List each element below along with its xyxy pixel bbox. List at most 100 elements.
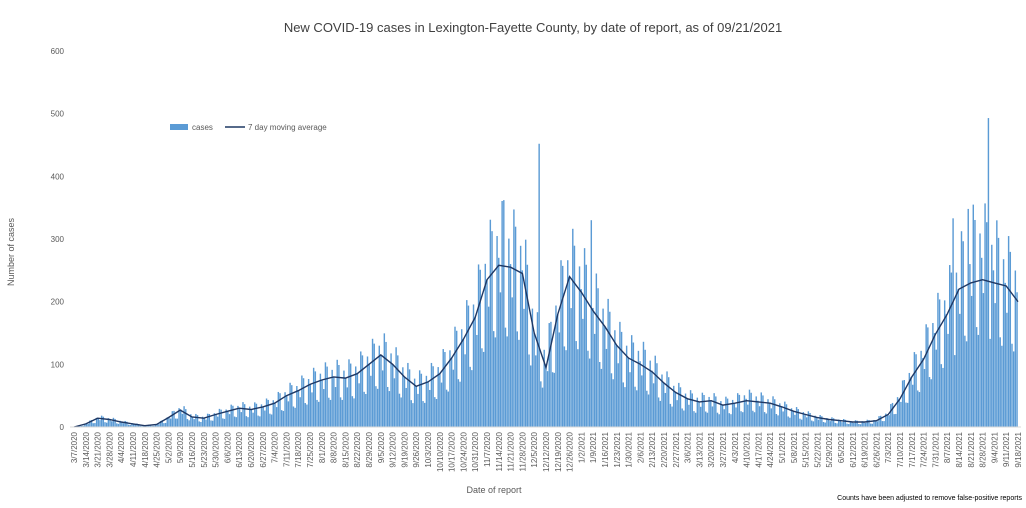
case-bar	[906, 402, 909, 427]
case-bar	[306, 404, 308, 427]
x-tick-label: 3/28/2020	[105, 431, 114, 467]
case-bar	[886, 414, 889, 427]
case-bar	[955, 272, 958, 427]
case-bar	[455, 330, 458, 427]
case-bar	[521, 270, 524, 427]
case-bar	[516, 331, 518, 427]
case-bar	[681, 408, 683, 427]
case-bar	[615, 345, 618, 427]
case-bar	[750, 392, 752, 427]
case-bar	[949, 265, 951, 427]
case-bar	[647, 394, 650, 427]
case-bar	[301, 375, 303, 427]
case-bar	[105, 422, 108, 427]
case-bar	[277, 391, 280, 427]
case-bar	[80, 425, 83, 427]
case-bar	[843, 419, 845, 427]
case-bar	[450, 358, 453, 427]
case-bar	[691, 393, 693, 427]
case-bar	[922, 358, 924, 427]
case-bar	[824, 422, 826, 427]
case-bar	[524, 239, 527, 427]
case-bar	[1014, 270, 1017, 427]
case-bar	[245, 416, 248, 427]
case-bar	[940, 364, 943, 427]
case-bar	[297, 390, 300, 427]
case-bar	[435, 398, 438, 427]
case-bar	[910, 376, 912, 427]
case-bar	[178, 408, 180, 427]
case-bar	[568, 276, 571, 427]
x-tick-label: 7/10/2021	[896, 431, 905, 467]
case-bar	[134, 424, 137, 427]
case-bar	[1016, 292, 1018, 427]
case-bar	[173, 410, 175, 427]
case-bar	[829, 421, 831, 427]
case-bar	[316, 399, 318, 427]
case-bar	[210, 420, 212, 427]
y-tick-label: 400	[51, 172, 65, 181]
case-bar	[610, 373, 613, 427]
case-bar	[144, 425, 147, 427]
case-bar	[264, 410, 266, 427]
case-bar	[954, 355, 956, 427]
case-bar	[854, 420, 857, 427]
case-bar	[498, 257, 500, 427]
y-tick-label: 600	[51, 47, 65, 56]
x-tick-label: 2/6/2021	[636, 431, 645, 463]
case-bar	[104, 422, 106, 427]
case-bar	[407, 362, 409, 427]
case-bar	[360, 351, 362, 427]
case-bar	[715, 396, 717, 427]
case-bar	[449, 350, 451, 427]
case-bar	[117, 423, 120, 427]
x-tick-label: 6/26/2021	[872, 431, 881, 467]
case-bar	[259, 416, 261, 427]
x-tick-label: 9/4/2021	[990, 431, 999, 463]
case-bar	[651, 370, 653, 427]
case-bar	[349, 363, 352, 427]
case-bar	[336, 359, 338, 427]
case-bar	[668, 377, 670, 427]
case-bar	[250, 409, 253, 427]
x-tick-label: 3/20/2021	[707, 431, 716, 467]
case-bar	[716, 412, 719, 427]
case-bar	[265, 398, 268, 427]
case-bar	[811, 420, 813, 427]
case-bar	[943, 300, 946, 427]
case-bar	[390, 353, 392, 427]
case-bar	[454, 326, 456, 427]
case-bar	[420, 373, 423, 427]
x-tick-label: 10/3/2020	[424, 431, 433, 467]
case-bar	[923, 368, 926, 427]
case-bar	[725, 396, 727, 427]
case-bar	[504, 327, 507, 427]
case-bar	[131, 423, 133, 427]
case-bar	[346, 387, 349, 427]
case-bar	[523, 308, 525, 427]
case-bar	[726, 398, 729, 427]
case-bar	[380, 354, 382, 427]
case-bar	[319, 373, 322, 427]
case-bar	[447, 391, 449, 427]
y-tick-label: 100	[51, 360, 65, 369]
case-bar	[503, 200, 505, 427]
case-bar	[846, 423, 848, 427]
x-tick-label: 3/21/2020	[94, 431, 103, 467]
case-bar	[469, 366, 471, 427]
case-bar	[334, 387, 337, 427]
case-bar	[511, 297, 513, 427]
case-bar	[429, 389, 431, 427]
case-bar	[918, 392, 921, 427]
case-bar	[748, 389, 751, 427]
case-bar	[674, 392, 677, 427]
x-tick-label: 7/24/2021	[920, 431, 929, 467]
case-bar	[895, 413, 897, 427]
case-bar	[484, 263, 487, 427]
case-bar	[641, 375, 643, 427]
case-bar	[95, 417, 98, 427]
case-bar	[116, 423, 118, 427]
case-bar	[703, 395, 705, 427]
case-bar	[711, 406, 714, 427]
case-bar	[200, 421, 202, 427]
